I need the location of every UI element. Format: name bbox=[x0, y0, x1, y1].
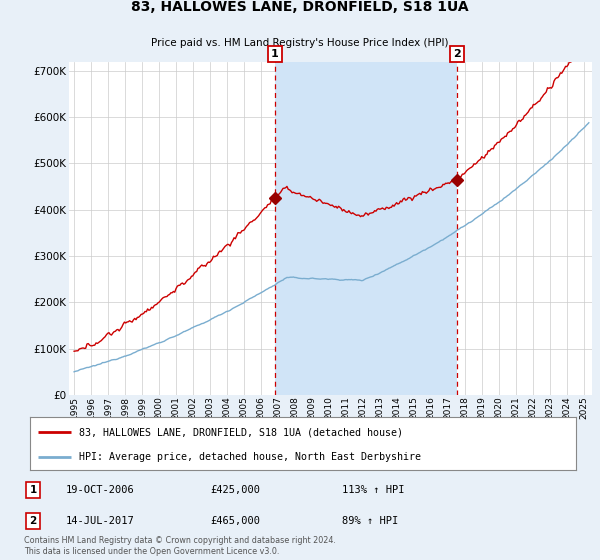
Text: 89% ↑ HPI: 89% ↑ HPI bbox=[342, 516, 398, 526]
Text: 2: 2 bbox=[29, 516, 37, 526]
Text: 1: 1 bbox=[29, 485, 37, 495]
Text: £425,000: £425,000 bbox=[210, 485, 260, 495]
Text: 113% ↑ HPI: 113% ↑ HPI bbox=[342, 485, 404, 495]
Text: 83, HALLOWES LANE, DRONFIELD, S18 1UA (detached house): 83, HALLOWES LANE, DRONFIELD, S18 1UA (d… bbox=[79, 427, 403, 437]
Text: Contains HM Land Registry data © Crown copyright and database right 2024.
This d: Contains HM Land Registry data © Crown c… bbox=[24, 536, 336, 556]
Text: 14-JUL-2017: 14-JUL-2017 bbox=[66, 516, 135, 526]
Text: 1: 1 bbox=[271, 49, 278, 59]
Text: 19-OCT-2006: 19-OCT-2006 bbox=[66, 485, 135, 495]
Text: Price paid vs. HM Land Registry's House Price Index (HPI): Price paid vs. HM Land Registry's House … bbox=[151, 38, 449, 48]
Text: £465,000: £465,000 bbox=[210, 516, 260, 526]
Text: 2: 2 bbox=[453, 49, 461, 59]
Bar bbox=[275, 62, 457, 395]
Text: HPI: Average price, detached house, North East Derbyshire: HPI: Average price, detached house, Nort… bbox=[79, 452, 421, 462]
Text: 83, HALLOWES LANE, DRONFIELD, S18 1UA: 83, HALLOWES LANE, DRONFIELD, S18 1UA bbox=[131, 0, 469, 14]
